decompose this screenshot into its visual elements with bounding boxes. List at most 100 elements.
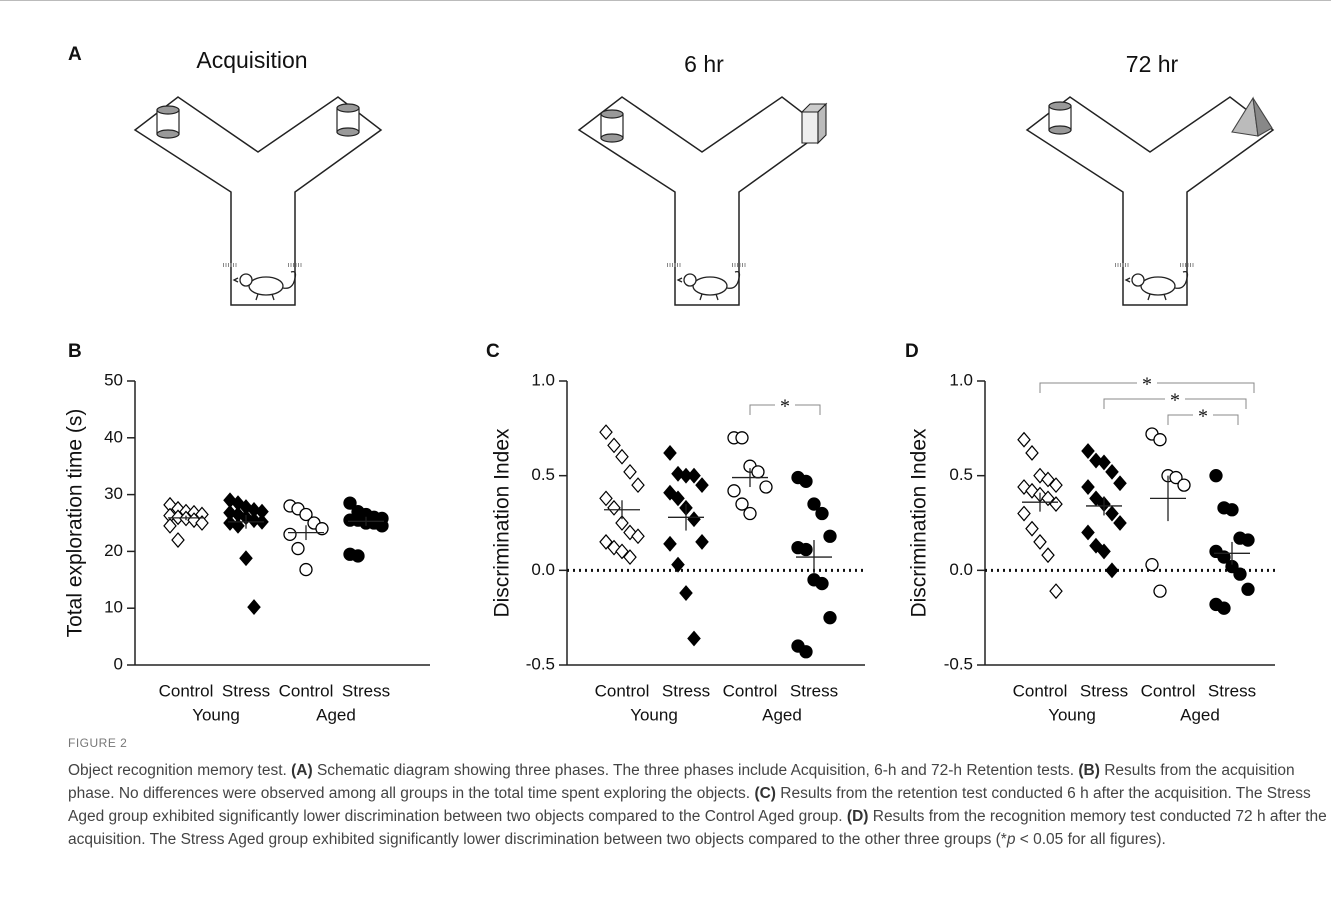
data-point bbox=[663, 445, 677, 461]
data-point bbox=[1097, 454, 1111, 471]
data-point bbox=[299, 507, 313, 522]
data-point bbox=[799, 474, 813, 488]
data-point bbox=[299, 562, 313, 577]
data-point bbox=[1169, 470, 1183, 485]
caption-part: Results from the retention test conducte… bbox=[68, 785, 1311, 825]
data-point bbox=[1153, 584, 1167, 598]
data-point bbox=[1209, 469, 1223, 483]
x-tick-label: Stress bbox=[790, 681, 838, 700]
data-point bbox=[671, 556, 685, 573]
panel-label: A bbox=[68, 44, 82, 65]
y-tick-label: 0.0 bbox=[949, 560, 973, 579]
data-point bbox=[1017, 431, 1031, 448]
data-point bbox=[623, 549, 637, 566]
y-maze bbox=[133, 95, 383, 307]
figure-number: FIGURE 2 bbox=[68, 736, 128, 750]
caption-italic: p bbox=[1006, 831, 1016, 848]
data-point bbox=[599, 534, 613, 550]
y-axis-label: Discrimination Index bbox=[491, 428, 514, 618]
y-tick-label: 20 bbox=[104, 541, 123, 560]
caption-part: < 0.05 for all figures). bbox=[1015, 831, 1166, 848]
caption-part: Results from the acquisition phase. No d… bbox=[68, 762, 1295, 802]
data-point bbox=[735, 431, 749, 445]
data-point bbox=[615, 448, 629, 465]
phase-title: Acquisition bbox=[196, 47, 307, 73]
y-tick-label: 1.0 bbox=[949, 370, 973, 389]
x-tick-label: Stress bbox=[222, 681, 270, 700]
data-point bbox=[1153, 433, 1167, 447]
data-point bbox=[743, 506, 757, 521]
data-point bbox=[815, 506, 829, 521]
data-point bbox=[695, 477, 709, 494]
data-point bbox=[615, 543, 629, 560]
data-point bbox=[727, 484, 741, 498]
phase-title: 72 hr bbox=[1126, 51, 1179, 77]
data-point bbox=[343, 496, 357, 510]
y-maze bbox=[1025, 95, 1275, 307]
caption: FIGURE 2 Object recognition memory test.… bbox=[68, 732, 1330, 851]
data-point bbox=[1217, 550, 1231, 564]
group-label: Aged bbox=[1180, 705, 1220, 724]
data-point bbox=[1041, 471, 1055, 488]
data-point bbox=[1241, 582, 1255, 596]
data-point bbox=[1113, 475, 1127, 492]
significance-bracket bbox=[1167, 414, 1239, 425]
x-tick-label: Control bbox=[159, 681, 214, 700]
x-tick-label: Stress bbox=[342, 681, 390, 700]
data-point bbox=[1105, 505, 1119, 522]
data-point bbox=[663, 535, 677, 552]
data-point bbox=[315, 522, 329, 536]
data-point bbox=[599, 424, 613, 441]
data-point bbox=[1217, 601, 1231, 615]
data-point bbox=[1241, 533, 1255, 547]
y-tick-label: 40 bbox=[104, 427, 123, 446]
data-point bbox=[1081, 524, 1095, 541]
x-tick-label: Control bbox=[279, 681, 334, 700]
data-point bbox=[1105, 463, 1119, 480]
data-point bbox=[823, 529, 837, 543]
data-point bbox=[735, 497, 749, 511]
data-point bbox=[1089, 537, 1103, 554]
caption-panel-label: (A) bbox=[291, 762, 313, 779]
group-label: Young bbox=[192, 705, 240, 724]
data-point bbox=[1113, 515, 1127, 531]
figure: A Acquisition 6 hr 72 hr B Total explorat… bbox=[0, 0, 1331, 724]
caption-part: Results from the recognition memory test… bbox=[68, 808, 1327, 848]
significance-label: * bbox=[1170, 390, 1180, 412]
caption-panel-label: (C) bbox=[754, 785, 776, 802]
caption-panel-label: (D) bbox=[846, 808, 869, 825]
data-point bbox=[1025, 445, 1039, 461]
data-point bbox=[163, 517, 177, 534]
y-maze bbox=[577, 95, 828, 307]
data-point bbox=[607, 437, 621, 454]
caption-title: Object recognition memory test. bbox=[68, 762, 287, 779]
data-point bbox=[751, 465, 765, 479]
data-point bbox=[1097, 543, 1111, 560]
y-tick-label: 30 bbox=[104, 484, 123, 503]
group-label: Aged bbox=[762, 705, 802, 724]
x-tick-label: Control bbox=[1141, 681, 1196, 700]
group-label: Young bbox=[630, 705, 678, 724]
data-point bbox=[799, 645, 813, 659]
x-tick-label: Stress bbox=[1208, 681, 1256, 700]
data-point bbox=[1177, 478, 1191, 492]
data-point bbox=[631, 528, 645, 545]
data-point bbox=[615, 515, 629, 531]
significance-label: * bbox=[780, 396, 790, 418]
y-tick-label: 1.0 bbox=[531, 370, 555, 389]
data-point bbox=[807, 497, 821, 511]
caption-text: Object recognition memory test. (A) Sche… bbox=[68, 759, 1330, 851]
data-point bbox=[1025, 520, 1039, 537]
data-point bbox=[195, 515, 209, 531]
data-point bbox=[1145, 558, 1159, 572]
data-point bbox=[1105, 562, 1119, 579]
data-point bbox=[695, 534, 709, 550]
y-tick-label: -0.5 bbox=[944, 654, 973, 673]
data-point bbox=[1041, 547, 1055, 564]
data-point bbox=[823, 611, 837, 625]
data-point bbox=[687, 630, 701, 647]
data-point bbox=[1033, 534, 1047, 550]
phase-title: 6 hr bbox=[684, 51, 724, 77]
y-tick-label: -0.5 bbox=[526, 654, 555, 673]
